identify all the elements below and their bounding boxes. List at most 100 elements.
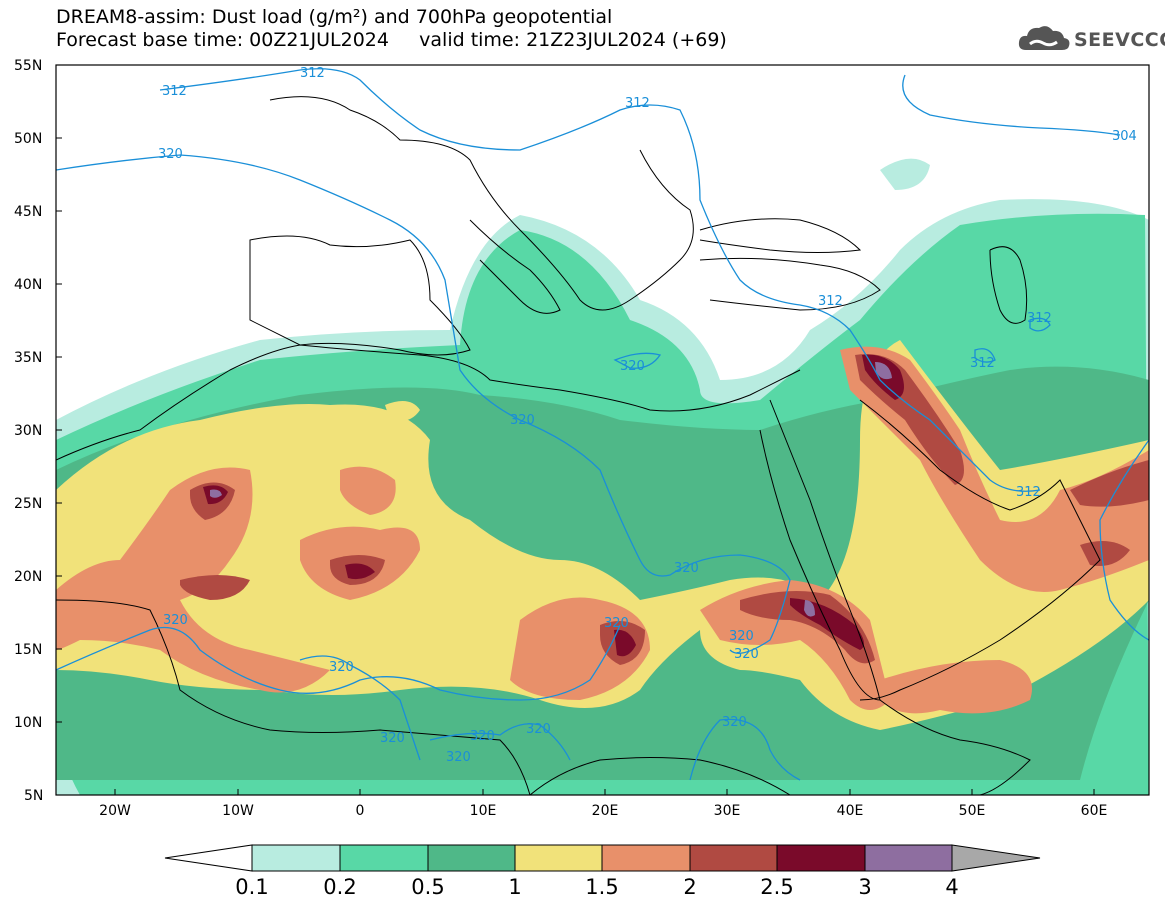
dust-band-1b — [385, 401, 420, 422]
seevccc-logo: SEEVCCC — [1016, 22, 1165, 62]
colorbar-arrow-right — [951, 844, 1041, 872]
contour-312-iran2 — [974, 348, 996, 363]
coast-gulf-of-guinea — [529, 757, 791, 795]
colorbar-bin — [601, 844, 691, 872]
lat-label: 15N — [14, 642, 42, 658]
coast-black-sea — [699, 218, 862, 253]
colorbar-label: 1 — [508, 875, 521, 899]
dust-band-2.5b — [345, 563, 375, 580]
dust-band-3b — [875, 362, 892, 380]
contour-label: 320 — [722, 715, 747, 730]
colorbar-label: 0.1 — [235, 875, 268, 899]
lon-label: 30E — [714, 803, 741, 819]
map-title: DREAM8-assim: Dust load (g/m²) and 700hP… — [56, 6, 727, 52]
dust-band-1.5c — [340, 466, 396, 515]
contour-label: 320 — [620, 359, 645, 374]
lat-label: 35N — [14, 350, 42, 366]
colorbar-label: 4 — [945, 875, 958, 899]
lon-label: 10E — [470, 803, 497, 819]
lon-label: 60E — [1081, 803, 1108, 819]
coast-europe — [269, 96, 694, 311]
colorbar: 0.1 0.2 0.5 1 1.5 2 2.5 3 4 — [164, 844, 1041, 899]
contour-label: 320 — [729, 629, 754, 644]
title-line-1: DREAM8-assim: Dust load (g/m²) and 700hP… — [56, 6, 613, 28]
contour-312-northwest — [159, 68, 1041, 492]
contour-320-east — [689, 718, 801, 781]
longitude-labels: 20W 10W 0 10E 20E 30E 40E 50E 60E — [99, 803, 1107, 819]
lat-label: 50N — [14, 131, 42, 147]
lat-label: 5N — [24, 788, 43, 804]
colorbar-label: 0.2 — [323, 875, 356, 899]
dust-band-1 — [56, 340, 1149, 730]
colorbar-bin — [427, 844, 516, 872]
contour-312-iran — [1029, 317, 1051, 332]
lon-label: 40E — [837, 803, 864, 819]
colorbar-label: 2 — [683, 875, 696, 899]
contour-label: 320 — [163, 613, 188, 628]
dust-band-3c — [804, 600, 815, 617]
contour-label: 312 — [970, 356, 995, 371]
dust-band-2g — [1070, 460, 1149, 507]
lon-label: 50E — [959, 803, 986, 819]
coastlines — [56, 96, 1101, 795]
logo-text: SEEVCCC — [1074, 29, 1165, 51]
contour-label: 312 — [1027, 311, 1052, 326]
lat-label: 45N — [14, 204, 42, 220]
colorbar-label: 2.5 — [760, 875, 793, 899]
contour-label: 312 — [162, 84, 187, 99]
dust-fields — [56, 158, 1149, 795]
lat-label: 10N — [14, 715, 42, 731]
colorbar-bin — [251, 844, 341, 872]
contour-label: 320 — [158, 147, 183, 162]
colorbar-label: 0.5 — [411, 875, 444, 899]
colorbar-bin — [689, 844, 778, 872]
contour-320-sahel — [56, 624, 621, 701]
coast-north-africa — [56, 344, 801, 461]
contour-label: 312 — [1016, 485, 1041, 500]
title-line-2: Forecast base time: 00Z21JUL2024 valid t… — [56, 29, 727, 51]
coast-caspian — [989, 246, 1028, 324]
coast-west-africa — [56, 599, 531, 795]
contour-320-south2 — [429, 723, 571, 761]
contour-label: 320 — [329, 660, 354, 675]
contour-label: 320 — [604, 616, 629, 631]
colorbar-bin — [514, 844, 603, 872]
coast-iberia-africa — [249, 235, 471, 356]
lat-label: 40N — [14, 277, 42, 293]
coast-red-sea — [759, 399, 881, 701]
contour-label: 312 — [818, 294, 843, 309]
contour-label: 312 — [300, 66, 325, 81]
lon-label: 0 — [356, 803, 365, 819]
contour-label: 304 — [1112, 129, 1137, 144]
colorbar-bin — [776, 844, 866, 872]
lon-label: 10W — [222, 803, 254, 819]
colorbar-bin — [864, 844, 953, 872]
contour-320-south — [299, 655, 421, 761]
contour-label: 320 — [510, 413, 535, 428]
colorbar-label: 1.5 — [585, 875, 618, 899]
lon-label: 20W — [99, 803, 131, 819]
coast-italy — [469, 219, 561, 314]
lat-label: 25N — [14, 496, 42, 512]
contour-label: 320 — [734, 647, 759, 662]
coast-anatolia — [699, 257, 881, 311]
dust-band-3 — [210, 489, 222, 498]
contour-label: 312 — [625, 96, 650, 111]
tick-marks — [56, 64, 1095, 795]
latitude-labels: 55N 50N 45N 40N 35N 30N 25N 20N 15N 10N … — [14, 58, 43, 804]
lon-label: 20E — [592, 803, 619, 819]
contour-label: 320 — [674, 561, 699, 576]
dust-band-2c — [180, 575, 250, 600]
dust-band-2.5c — [614, 629, 636, 657]
colorbar-arrow-left — [164, 844, 253, 872]
contour-label: 320 — [470, 729, 495, 744]
geopotential-contours — [56, 68, 1149, 781]
dust-band-2h — [1080, 541, 1130, 566]
contour-label: 320 — [446, 750, 471, 765]
dust-band-2e — [740, 591, 875, 664]
lat-label: 30N — [14, 423, 42, 439]
lat-label: 20N — [14, 569, 42, 585]
contour-label: 320 — [526, 722, 551, 737]
